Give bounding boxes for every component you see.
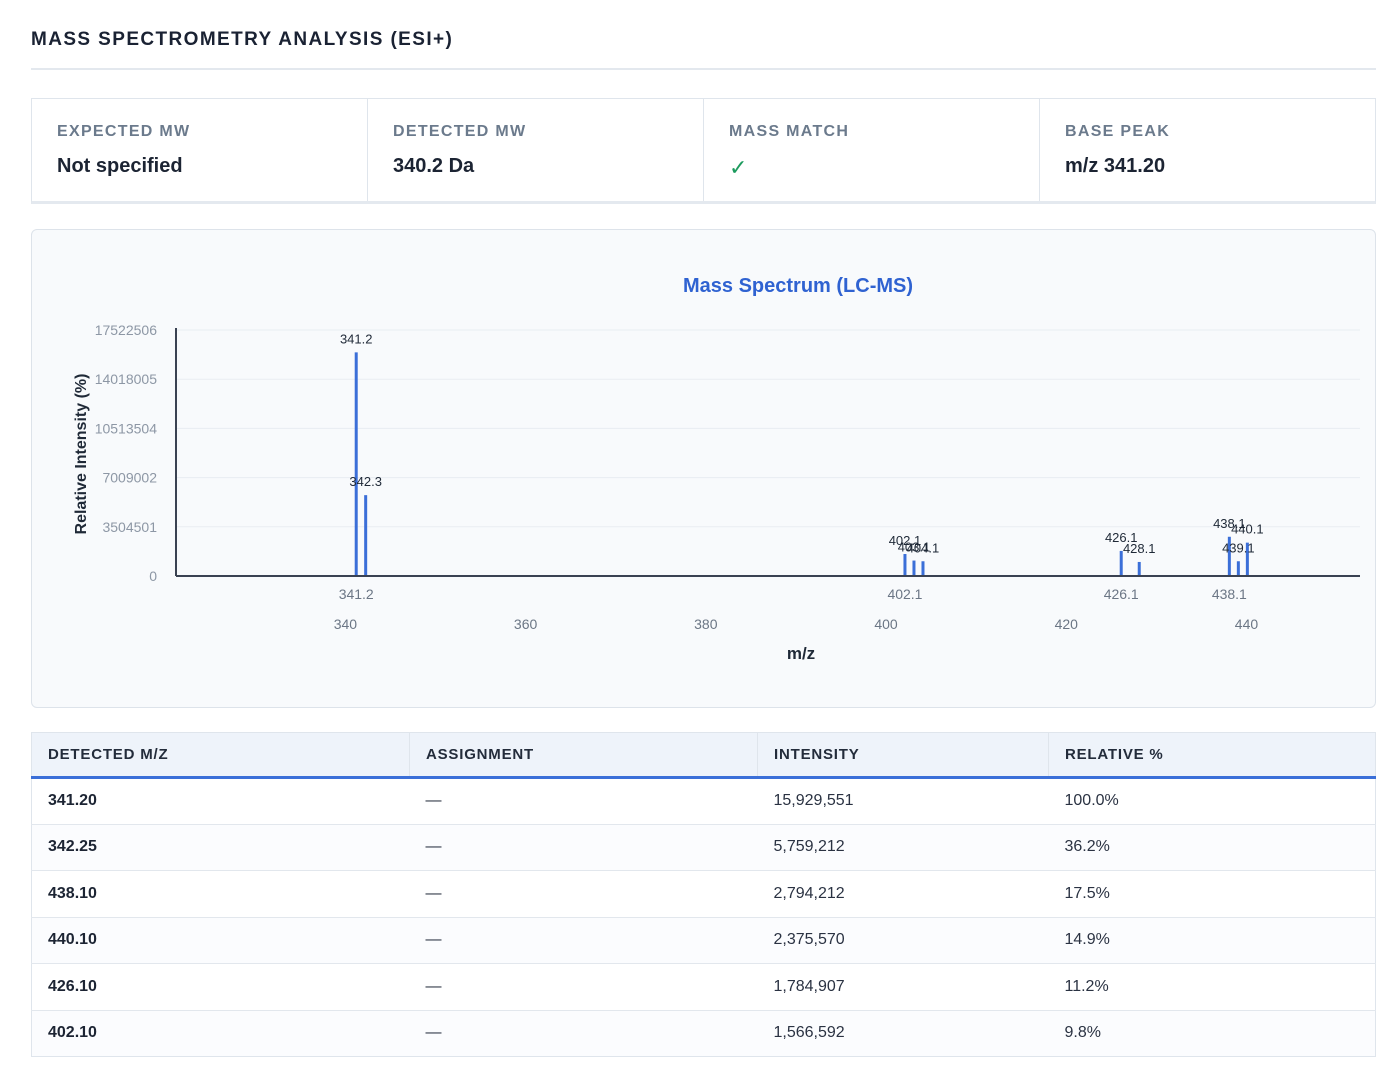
y-tick-label: 17522506	[95, 322, 158, 338]
table-header-row: DETECTED M/Z ASSIGNMENT INTENSITY RELATI…	[31, 732, 1376, 779]
summary-base-peak: BASE PEAK m/z 341.20	[1040, 99, 1375, 201]
summary-value: 340.2 Da	[393, 155, 475, 177]
x-tick-label: 400	[874, 616, 898, 632]
y-tick-label: 10513504	[95, 420, 158, 436]
cell-assignment: —	[409, 870, 758, 917]
cell-mz: 342.25	[31, 823, 410, 871]
cell-mz: 426.10	[31, 963, 410, 1010]
column-header-relative: RELATIVE %	[1048, 732, 1376, 779]
peak-bar	[1119, 550, 1123, 576]
grid-lines	[176, 329, 1360, 528]
page-title: MASS SPECTROMETRY ANALYSIS (ESI+)	[31, 29, 454, 50]
table-row: 426.10 — 1,784,907 11.2%	[31, 963, 1376, 1010]
peak-bar	[1245, 542, 1249, 576]
x-tick-label: 440	[1235, 616, 1259, 632]
peak-label: 426.1	[1105, 530, 1138, 545]
spectrum-chart-card: Mass Spectrum (LC-MS) 0 3504501 7009002 1051…	[31, 229, 1376, 708]
cell-assignment: —	[409, 823, 758, 871]
peak-bar	[921, 561, 925, 576]
peak-bar	[354, 352, 358, 576]
labels: Mass Spectrum (LC-MS) 0 3504501 7009002 1051…	[73, 275, 1264, 663]
peak-label: 403.1	[898, 540, 931, 555]
peak-label: 440.1	[1231, 522, 1264, 537]
peak-bar	[903, 554, 907, 576]
x-axis-label: m/z	[787, 644, 815, 663]
cell-relative: 17.5%	[1048, 870, 1376, 917]
summary-expected-mw: EXPECTED MW Not specified	[32, 99, 368, 201]
cell-intensity: 15,929,551	[757, 777, 1049, 824]
chart-title: Mass Spectrum (LC-MS)	[683, 275, 913, 297]
y-tick-label: 3504501	[102, 519, 157, 535]
table-row: 341.20 — 15,929,551 100.0%	[31, 777, 1376, 824]
x-peak-tick-label: 402.1	[887, 586, 922, 602]
cell-assignment: —	[409, 916, 758, 964]
cell-mz: 402.10	[31, 1009, 410, 1057]
cell-relative: 36.2%	[1048, 823, 1376, 871]
y-tick-label: 0	[149, 568, 157, 584]
peak-label: 439.1	[1222, 540, 1255, 555]
summary-label: DETECTED MW	[393, 123, 527, 140]
cell-mz: 341.20	[31, 777, 410, 824]
peak-label: 438.1	[1213, 516, 1246, 531]
cell-relative: 11.2%	[1048, 963, 1376, 1010]
summary-mass-match: MASS MATCH ✓	[704, 99, 1040, 201]
mass-spectrum-chart: Mass Spectrum (LC-MS) 0 3504501 7009002 1051…	[73, 275, 1360, 663]
summary-label: BASE PEAK	[1065, 123, 1171, 140]
peak-bar	[1236, 561, 1240, 576]
summary-panel: EXPECTED MW Not specified DETECTED MW 34…	[31, 98, 1376, 204]
check-icon: ✓	[729, 155, 748, 180]
cell-intensity: 1,784,907	[757, 963, 1049, 1010]
summary-label: MASS MATCH	[729, 123, 850, 140]
peak-label: 402.1	[889, 533, 922, 548]
cell-mz: 440.10	[31, 916, 410, 964]
peak-label: 404.1	[907, 540, 940, 555]
peak-label: 342.3	[349, 474, 382, 489]
cell-assignment: —	[409, 777, 758, 824]
column-header-mz: DETECTED M/Z	[31, 732, 410, 779]
peak-bar	[364, 495, 368, 576]
x-peak-tick-label: 438.1	[1212, 586, 1247, 602]
cell-relative: 100.0%	[1048, 777, 1376, 824]
cell-relative: 14.9%	[1048, 916, 1376, 964]
cell-mz: 438.10	[31, 870, 410, 917]
peak-bar	[1227, 536, 1231, 576]
summary-detected-mw: DETECTED MW 340.2 Da	[368, 99, 704, 201]
peak-label: 428.1	[1123, 541, 1156, 556]
column-header-assignment: ASSIGNMENT	[409, 732, 758, 779]
summary-value: m/z 341.20	[1065, 155, 1166, 177]
peak-bar	[912, 560, 916, 576]
y-tick-label: 7009002	[102, 470, 157, 486]
cell-relative: 9.8%	[1048, 1009, 1376, 1057]
column-header-intensity: INTENSITY	[757, 732, 1049, 779]
y-tick-label: 14018005	[95, 371, 158, 387]
x-tick-label: 380	[694, 616, 718, 632]
y-axis-label: Relative Intensity (%)	[73, 374, 90, 535]
x-tick-label: 420	[1055, 616, 1079, 632]
cell-intensity: 2,794,212	[757, 870, 1049, 917]
x-peak-tick-label: 426.1	[1104, 586, 1139, 602]
peak-bars	[354, 352, 1249, 576]
cell-intensity: 1,566,592	[757, 1009, 1049, 1057]
cell-intensity: 2,375,570	[757, 916, 1049, 964]
x-tick-label: 340	[334, 616, 358, 632]
summary-value: Not specified	[57, 155, 183, 177]
peak-bar	[1137, 561, 1141, 576]
axes	[175, 328, 1360, 577]
title-divider	[31, 68, 1376, 70]
peak-table: DETECTED M/Z ASSIGNMENT INTENSITY RELATI…	[31, 732, 1376, 1057]
summary-label: EXPECTED MW	[57, 123, 191, 140]
table-row: 440.10 — 2,375,570 14.9%	[31, 916, 1376, 964]
peak-label: 341.2	[340, 331, 373, 346]
cell-assignment: —	[409, 1009, 758, 1057]
x-peak-tick-label: 341.2	[339, 586, 374, 602]
table-row: 342.25 — 5,759,212 36.2%	[31, 823, 1376, 871]
cell-assignment: —	[409, 963, 758, 1010]
x-tick-label: 360	[514, 616, 538, 632]
table-row: 438.10 — 2,794,212 17.5%	[31, 870, 1376, 917]
table-row: 402.10 — 1,566,592 9.8%	[31, 1009, 1376, 1057]
cell-intensity: 5,759,212	[757, 823, 1049, 871]
